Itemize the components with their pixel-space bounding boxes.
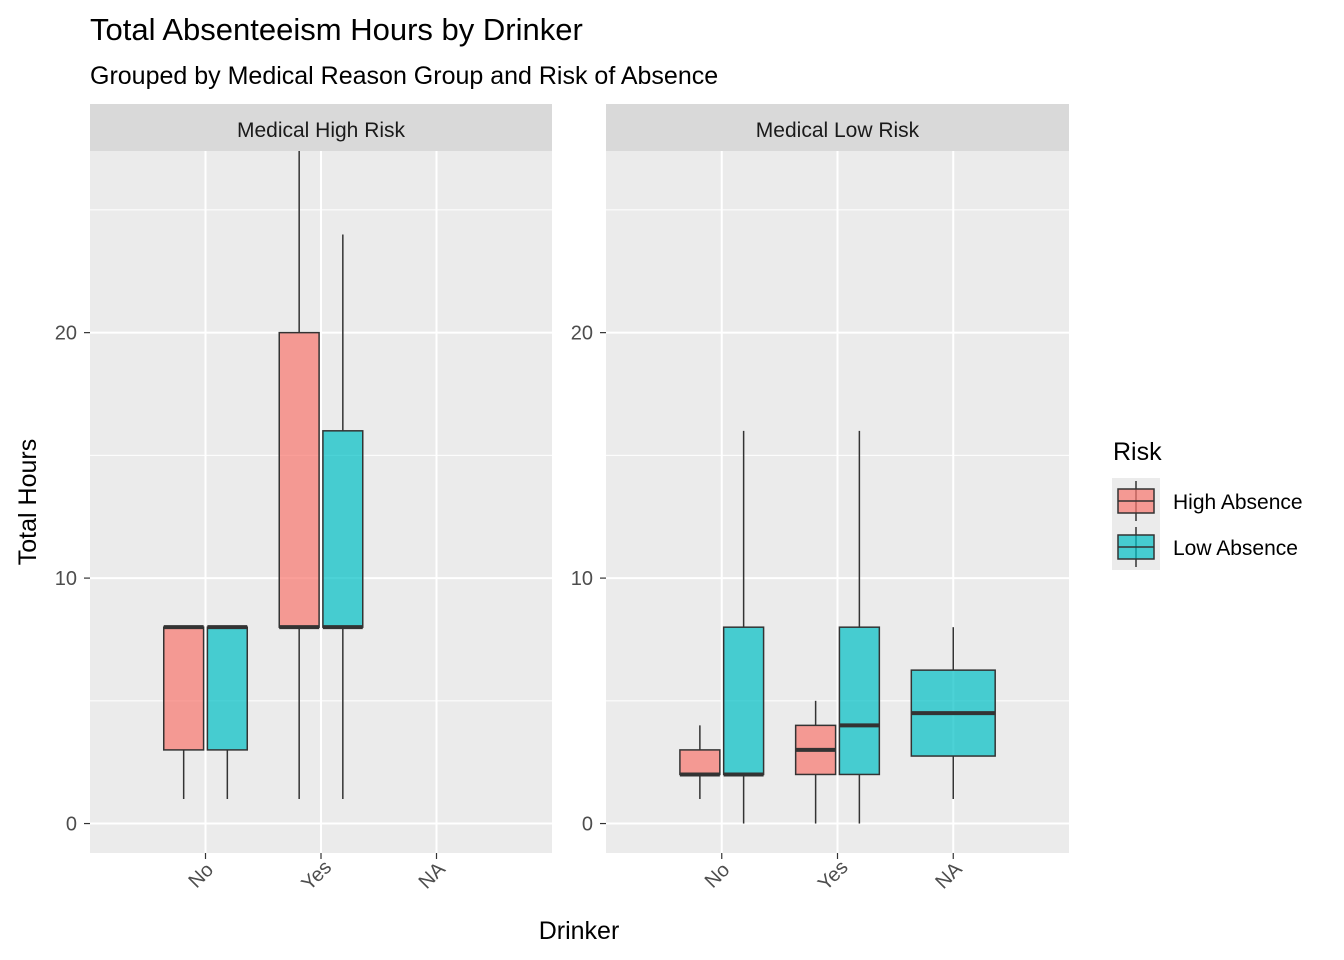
- y-tick-label: 20: [55, 323, 77, 345]
- boxes: [679, 430, 996, 824]
- y-tick-label: 10: [571, 568, 593, 590]
- y-tick-label: 0: [582, 814, 593, 836]
- box-low-absence: [322, 430, 364, 628]
- x-axis-title: Drinker: [539, 917, 620, 945]
- box-low-absence: [722, 626, 765, 776]
- facet-strip: [90, 104, 552, 151]
- y-tick-label: 0: [66, 814, 77, 836]
- y-tick-label: 20: [571, 323, 593, 345]
- legend-title: Risk: [1113, 438, 1162, 466]
- box-high-absence: [162, 626, 205, 751]
- box-high-absence: [679, 749, 721, 776]
- facet-strip: [606, 104, 1069, 151]
- chart-title: Total Absenteeism Hours by Drinker: [90, 12, 583, 47]
- box-low-absence: [838, 626, 881, 776]
- chart-subtitle: Grouped by Medical Reason Group and Risk…: [90, 62, 718, 90]
- x-tick-label: NA: [415, 858, 451, 894]
- x-tick-label: Yes: [814, 856, 853, 895]
- y-axis-title: Total Hours: [14, 439, 42, 565]
- boxes: [162, 151, 364, 799]
- legend-entry-label: High Absence: [1173, 491, 1303, 514]
- box-high-absence: [278, 331, 320, 628]
- x-tick-label: NA: [931, 858, 967, 894]
- x-tick-label: Yes: [297, 856, 336, 895]
- facet-panel-2: Medical Low Risk 0 10 20 No Yes NA: [571, 104, 1069, 895]
- box-low-absence: [206, 626, 249, 751]
- facet-panel-1: Medical High Risk 0 10 20 No Yes NA: [55, 104, 552, 895]
- legend: Risk High Absence Low Absence: [1112, 438, 1303, 570]
- x-tick-label: No: [184, 859, 218, 893]
- facet-label: Medical High Risk: [237, 119, 406, 142]
- x-tick-label: No: [701, 859, 735, 893]
- legend-entry-label: Low Absence: [1173, 537, 1298, 560]
- y-tick-label: 10: [55, 568, 77, 590]
- facet-label: Medical Low Risk: [756, 119, 920, 142]
